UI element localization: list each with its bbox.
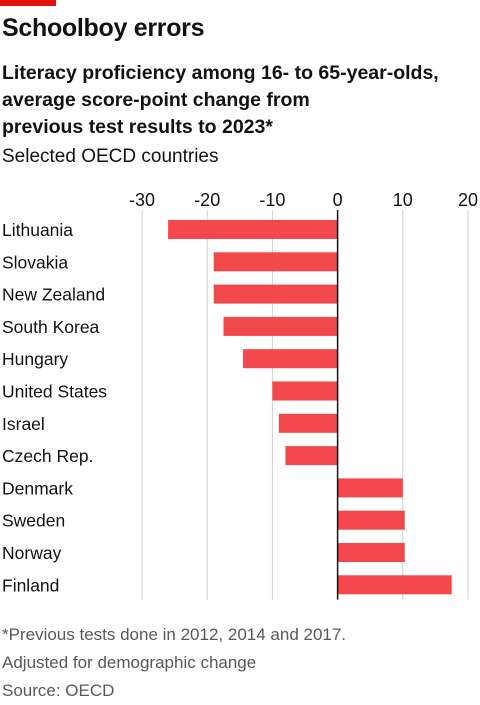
bar <box>243 349 338 369</box>
category-label: Lithuania <box>2 220 73 240</box>
bar <box>213 252 338 272</box>
category-label: Sweden <box>2 511 65 531</box>
bar <box>168 220 338 239</box>
x-tick-label: 20 <box>458 190 478 210</box>
category-label: Denmark <box>2 478 73 498</box>
x-tick-label: 0 <box>333 190 343 210</box>
category-label: New Zealand <box>2 285 105 305</box>
category-label: Finland <box>2 575 59 595</box>
chart-footer: *Previous tests done in 2012, 2014 and 2… <box>2 621 346 705</box>
category-label: South Korea <box>2 317 100 337</box>
bar <box>213 284 338 304</box>
subtitle-line: previous test results to 2023* <box>2 116 273 138</box>
source-note: Source: OECD <box>2 681 115 700</box>
brand-accent-bar <box>0 0 56 6</box>
chart-headline: Schoolboy errors <box>2 14 205 42</box>
category-label: Norway <box>2 543 62 563</box>
subtitle-line: average score-point change from <box>2 89 310 111</box>
footnote: *Previous tests done in 2012, 2014 and 2… <box>2 625 347 644</box>
footnote-adjustment: Adjusted for demographic change <box>2 653 257 672</box>
bar <box>272 381 338 401</box>
bar <box>337 510 405 530</box>
x-tick-label: -20 <box>194 190 220 210</box>
subtitle-line: Literacy proficiency among 16- to 65-yea… <box>2 62 439 84</box>
category-label: United States <box>2 382 107 402</box>
category-label: Hungary <box>2 349 68 369</box>
bar <box>223 316 338 336</box>
category-label: Israel <box>2 414 45 434</box>
bar <box>337 575 452 595</box>
bar-chart: -30 -20 -10 0 10 20 Lithuania Slovakia New Zeala… <box>2 190 478 600</box>
x-tick-label: -10 <box>259 190 285 210</box>
category-label: Slovakia <box>2 252 68 272</box>
chart-subtitle-secondary: Selected OECD countries <box>2 146 219 167</box>
x-tick-label: 10 <box>393 190 413 210</box>
category-label: Czech Rep. <box>2 446 93 466</box>
bar <box>337 478 403 498</box>
chart-subtitle: Literacy proficiency among 16- to 65-yea… <box>2 60 478 141</box>
x-tick-label: -30 <box>129 190 155 210</box>
bar <box>285 446 338 466</box>
bar <box>278 413 338 433</box>
bar <box>337 543 405 562</box>
